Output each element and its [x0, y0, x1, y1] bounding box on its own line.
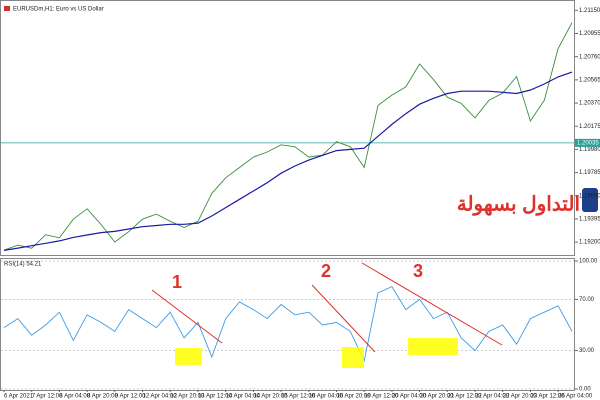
x-tick-label: 14 Apr 20:00: [253, 394, 288, 400]
x-tick-label: 22 Apr 20:00: [503, 394, 538, 400]
highlight-box: [408, 338, 458, 355]
x-tick-label: 6 Apr 2021: [4, 394, 34, 400]
y-tick-label: 0.00: [579, 387, 591, 393]
x-tick-label: 12 Apr 04:00: [143, 394, 178, 400]
y-tick-label: 1.20955: [579, 31, 600, 37]
annotation-number: 3: [413, 261, 423, 281]
rsi-title: RSI(14) 54.21: [4, 262, 42, 268]
x-tick-label: 20 Apr 04:00: [392, 394, 427, 400]
price-panel: [0, 0, 575, 256]
y-tick-label: 1.20565: [579, 77, 600, 83]
y-tick-label: 1.20175: [579, 124, 600, 130]
y-tick-label: 1.21150: [579, 8, 600, 14]
x-tick-label: 8 Apr 20:00: [87, 394, 118, 400]
highlight-box: [342, 347, 364, 368]
series-line: [3, 71, 573, 251]
y-tick-label: 1.19200: [579, 240, 600, 246]
x-tick-label: 16 Apr 20:00: [336, 394, 371, 400]
annotation-number: 1: [172, 272, 182, 292]
x-tick-label: 26 Apr 04:00: [558, 394, 593, 400]
series-line: [3, 286, 573, 363]
logo: التداول بسهولة: [457, 188, 598, 216]
x-tick-label: 9 Apr 12:00: [115, 394, 146, 400]
x-tick-label: 19 Apr 12:00: [364, 394, 399, 400]
y-tick-label: 1.19590: [579, 193, 600, 199]
x-tick-label: 20 Apr 20:00: [420, 394, 455, 400]
price-label-box: [575, 138, 600, 147]
trend-line: [361, 262, 503, 346]
y-tick-label: 30.00: [579, 348, 595, 354]
x-tick-label: 23 Apr 12:00: [530, 394, 565, 400]
x-tick-label: 22 Apr 04:00: [475, 394, 510, 400]
trend-line: [311, 284, 376, 353]
y-tick-label: 1.19785: [579, 170, 600, 176]
x-tick-label: 8 Apr 04:00: [59, 394, 90, 400]
highlight-box: [175, 348, 202, 365]
x-tick-label: 7 Apr 12:00: [32, 394, 63, 400]
y-tick-label: 70.00: [579, 297, 595, 303]
price-label: 1.20035: [577, 140, 599, 146]
logo-icon: [582, 188, 598, 212]
y-tick-label: 1.20760: [579, 54, 600, 60]
y-tick-label: 1.19980: [579, 147, 600, 153]
x-tick-label: 21 Apr 12:00: [447, 394, 482, 400]
chart-title: EURUSDm,H1: Euro vs US Dollar: [13, 7, 104, 13]
annotation-number: 2: [321, 261, 331, 281]
y-tick-label: 100.00: [579, 259, 598, 265]
symbol-icon: [4, 6, 10, 11]
x-tick-label: 15 Apr 12:00: [281, 394, 316, 400]
y-tick-label: 1.19395: [579, 217, 600, 223]
trend-line: [151, 289, 223, 344]
x-tick-label: 16 Apr 04:00: [309, 394, 344, 400]
series-line: [3, 22, 573, 251]
y-tick-label: 1.20370: [579, 101, 600, 107]
x-tick-label: 12 Apr 20:00: [170, 394, 205, 400]
rsi-panel: [0, 258, 575, 391]
x-tick-label: 13 Apr 12:00: [198, 394, 233, 400]
watermark: التداول بسهولة: [457, 193, 580, 216]
x-tick-label: 14 Apr 04:00: [226, 394, 261, 400]
